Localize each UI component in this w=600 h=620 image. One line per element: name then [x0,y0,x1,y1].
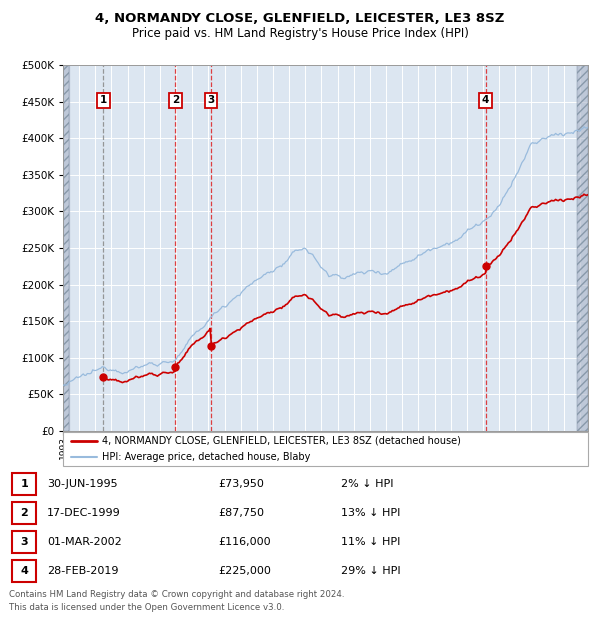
Text: Price paid vs. HM Land Registry's House Price Index (HPI): Price paid vs. HM Land Registry's House … [131,27,469,40]
Text: 11% ↓ HPI: 11% ↓ HPI [341,537,400,547]
FancyBboxPatch shape [63,432,588,466]
Text: 1: 1 [20,479,28,489]
Text: 29% ↓ HPI: 29% ↓ HPI [341,566,400,577]
FancyBboxPatch shape [12,560,37,582]
Text: £73,950: £73,950 [218,479,265,489]
Bar [63,65,70,431]
Bar [63,65,70,431]
Text: 4, NORMANDY CLOSE, GLENFIELD, LEICESTER, LE3 8SZ (detached house): 4, NORMANDY CLOSE, GLENFIELD, LEICESTER,… [103,436,461,446]
Text: £87,750: £87,750 [218,508,265,518]
Text: 3: 3 [208,95,215,105]
Bar [577,65,588,431]
Text: HPI: Average price, detached house, Blaby: HPI: Average price, detached house, Blab… [103,452,311,462]
Text: Contains HM Land Registry data © Crown copyright and database right 2024.
This d: Contains HM Land Registry data © Crown c… [9,590,344,612]
Bar [577,65,588,431]
Text: 4, NORMANDY CLOSE, GLENFIELD, LEICESTER, LE3 8SZ: 4, NORMANDY CLOSE, GLENFIELD, LEICESTER,… [95,12,505,25]
Text: 4: 4 [20,566,28,577]
Text: 3: 3 [20,537,28,547]
Text: 30-JUN-1995: 30-JUN-1995 [47,479,118,489]
Text: 01-MAR-2002: 01-MAR-2002 [47,537,122,547]
Text: 28-FEB-2019: 28-FEB-2019 [47,566,118,577]
Text: 13% ↓ HPI: 13% ↓ HPI [341,508,400,518]
FancyBboxPatch shape [12,531,37,553]
Text: £225,000: £225,000 [218,566,271,577]
Text: 4: 4 [482,95,490,105]
Text: 2: 2 [172,95,179,105]
Text: 2% ↓ HPI: 2% ↓ HPI [341,479,393,489]
FancyBboxPatch shape [12,502,37,524]
Text: 2: 2 [20,508,28,518]
FancyBboxPatch shape [12,473,37,495]
Text: 17-DEC-1999: 17-DEC-1999 [47,508,121,518]
Text: £116,000: £116,000 [218,537,271,547]
Text: 1: 1 [100,95,107,105]
